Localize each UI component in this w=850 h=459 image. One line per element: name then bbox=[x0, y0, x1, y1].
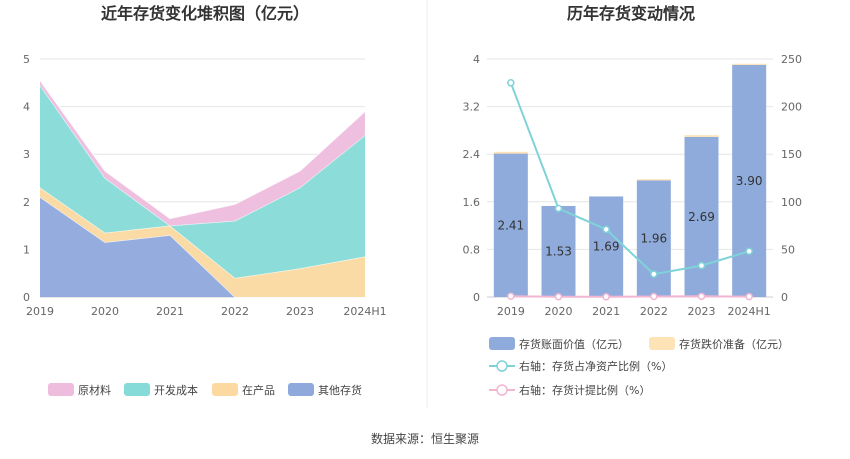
bar-value-label: 1.69 bbox=[593, 240, 620, 254]
stacked-area-chart: 近年存货变化堆积图（亿元） 0 1 2 3 4 5 2019 2020 2021 2022 202… bbox=[23, 4, 387, 397]
left-legend: 原材料 开发成本 在产品 其他存货 bbox=[48, 383, 362, 397]
right-left-y-tick-label: 0 bbox=[473, 291, 480, 304]
line-point-右轴：存货占净资产比例（%） bbox=[745, 247, 753, 256]
bar-存货账面价值（亿元） bbox=[589, 196, 624, 297]
line-右轴：存货占净资产比例（%） bbox=[509, 82, 750, 276]
right-left-y-tick-label: 3.2 bbox=[463, 101, 481, 114]
legend-label-存货跌价准备（亿元）: 存货跌价准备（亿元） bbox=[679, 337, 789, 351]
bar-存货跌价准备（亿元） bbox=[493, 151, 528, 154]
left-y-axis: 0 1 2 3 4 5 bbox=[23, 53, 30, 304]
right-line-series bbox=[507, 79, 753, 301]
line-右轴：存货计提比例（%） bbox=[510, 295, 750, 298]
right-x-axis: 2019 2020 2021 2022 2023 2024H1 bbox=[497, 305, 771, 318]
line-point-右轴：存货占净资产比例（%） bbox=[507, 79, 515, 87]
area-开发成本 bbox=[40, 85, 365, 278]
line-point-右轴：存货计提比例（%） bbox=[507, 292, 515, 300]
legend-swatch-原材料 bbox=[48, 383, 74, 396]
left-x-tick-label: 2022 bbox=[221, 305, 249, 318]
line-point-右轴：存货计提比例（%） bbox=[697, 292, 706, 301]
left-x-tick-label: 2023 bbox=[286, 305, 314, 318]
left-x-tick-label: 2019 bbox=[26, 305, 54, 318]
right-legend: 存货账面价值（亿元） 存货跌价准备（亿元） 右轴：存货占净资产比例（%） 右轴：存货计… bbox=[489, 337, 789, 397]
left-y-tick-label: 0 bbox=[23, 291, 30, 304]
bar-value-label: 3.90 bbox=[736, 174, 763, 188]
bar-value-label: 2.41 bbox=[497, 218, 524, 232]
area-edge-原材料 bbox=[39, 80, 366, 220]
line-point-右轴：存货占净资产比例（%） bbox=[554, 204, 563, 213]
left-x-tick-label: 2021 bbox=[156, 305, 184, 318]
bar-存货跌价准备（亿元） bbox=[636, 179, 671, 181]
bar-存货跌价准备（亿元） bbox=[684, 135, 719, 137]
left-chart-title: 近年存货变化堆积图（亿元） bbox=[101, 4, 309, 23]
bar-存货跌价准备（亿元） bbox=[732, 63, 767, 65]
legend-marker-右轴：存货占净资产比例（%） bbox=[496, 360, 508, 372]
right-x-tick-label: 2019 bbox=[497, 305, 525, 318]
legend-swatch-开发成本 bbox=[124, 383, 150, 396]
right-left-y-tick-label: 1.6 bbox=[463, 196, 481, 209]
left-x-tick-label: 2020 bbox=[91, 305, 119, 318]
line-point-右轴：存货占净资产比例（%） bbox=[602, 225, 610, 234]
right-x-tick-label: 2021 bbox=[592, 305, 620, 318]
line-point-右轴：存货占净资产比例（%） bbox=[697, 261, 706, 270]
right-left-y-tick-label: 4 bbox=[473, 53, 480, 66]
right-right-y-tick-label: 50 bbox=[781, 243, 795, 256]
left-x-axis: 2019 2020 2021 2022 2023 2024H1 bbox=[26, 305, 387, 318]
data-source-note: 数据来源：恒生聚源 bbox=[371, 431, 479, 446]
legend-swatch-在产品 bbox=[212, 383, 238, 396]
legend-label-原材料: 原材料 bbox=[78, 383, 111, 397]
legend-label-右轴：存货计提比例（%）: 右轴：存货计提比例（%） bbox=[519, 383, 650, 397]
right-right-y-tick-label: 250 bbox=[781, 53, 802, 66]
bar-存货账面价值（亿元） bbox=[732, 64, 767, 297]
right-right-y-tick-label: 0 bbox=[781, 291, 788, 304]
left-y-tick-label: 2 bbox=[23, 196, 30, 209]
right-gridlines bbox=[487, 58, 773, 298]
bar-存货账面价值（亿元） bbox=[493, 153, 528, 297]
area-其他存货 bbox=[40, 197, 365, 297]
right-chart-title: 历年存货变动情况 bbox=[567, 4, 695, 23]
legend-swatch-存货跌价准备（亿元） bbox=[649, 337, 675, 350]
bar-value-label: 1.96 bbox=[640, 232, 667, 246]
right-right-y-tick-label: 200 bbox=[781, 101, 802, 114]
right-bar-series: 2.41 1.53 1.69 1.96 2.69 3.90 bbox=[493, 63, 767, 297]
left-area-series bbox=[39, 80, 366, 298]
bar-line-chart: 历年存货变动情况 2.41 1.53 1.69 1.96 2.69 3.90 0 0.8 1.… bbox=[463, 4, 803, 397]
legend-marker-右轴：存货计提比例（%） bbox=[496, 384, 508, 396]
right-x-tick-label: 2023 bbox=[688, 305, 716, 318]
legend-swatch-存货账面价值（亿元） bbox=[489, 337, 515, 350]
legend-label-存货账面价值（亿元）: 存货账面价值（亿元） bbox=[519, 337, 629, 351]
right-left-y-tick-label: 0.8 bbox=[463, 243, 481, 256]
legend-swatch-其他存货 bbox=[288, 383, 314, 396]
left-x-tick-label: 2024H1 bbox=[343, 305, 386, 318]
bar-value-label: 2.69 bbox=[688, 210, 715, 224]
line-point-右轴：存货占净资产比例（%） bbox=[650, 270, 658, 278]
legend-label-右轴：存货占净资产比例（%）: 右轴：存货占净资产比例（%） bbox=[519, 359, 672, 373]
line-point-右轴：存货计提比例（%） bbox=[650, 292, 658, 301]
right-right-y-tick-label: 150 bbox=[781, 148, 802, 161]
bar-value-label: 1.53 bbox=[545, 244, 572, 258]
left-y-tick-label: 3 bbox=[23, 148, 30, 161]
right-right-y-tick-label: 100 bbox=[781, 196, 802, 209]
left-y-tick-label: 5 bbox=[23, 53, 30, 66]
line-point-右轴：存货计提比例（%） bbox=[554, 292, 563, 301]
area-在产品 bbox=[40, 187, 365, 297]
bar-存货账面价值（亿元） bbox=[541, 205, 576, 297]
legend-label-在产品: 在产品 bbox=[242, 383, 275, 397]
right-left-y-axis: 0 0.8 1.6 2.4 3.2 4 bbox=[463, 53, 481, 304]
line-point-右轴：存货计提比例（%） bbox=[602, 293, 610, 301]
right-x-tick-label: 2024H1 bbox=[728, 305, 771, 318]
right-x-tick-label: 2020 bbox=[545, 305, 573, 318]
line-point-右轴：存货计提比例（%） bbox=[745, 292, 753, 301]
area-原材料 bbox=[40, 80, 365, 226]
bar-存货账面价值（亿元） bbox=[684, 136, 719, 297]
left-y-tick-label: 4 bbox=[23, 101, 30, 114]
right-x-tick-label: 2022 bbox=[640, 305, 668, 318]
legend-label-其他存货: 其他存货 bbox=[318, 383, 362, 397]
left-y-tick-label: 1 bbox=[23, 243, 30, 256]
legend-label-开发成本: 开发成本 bbox=[154, 383, 198, 397]
right-left-y-tick-label: 2.4 bbox=[463, 148, 481, 161]
right-right-y-axis: 0 50 100 150 200 250 bbox=[781, 53, 802, 304]
